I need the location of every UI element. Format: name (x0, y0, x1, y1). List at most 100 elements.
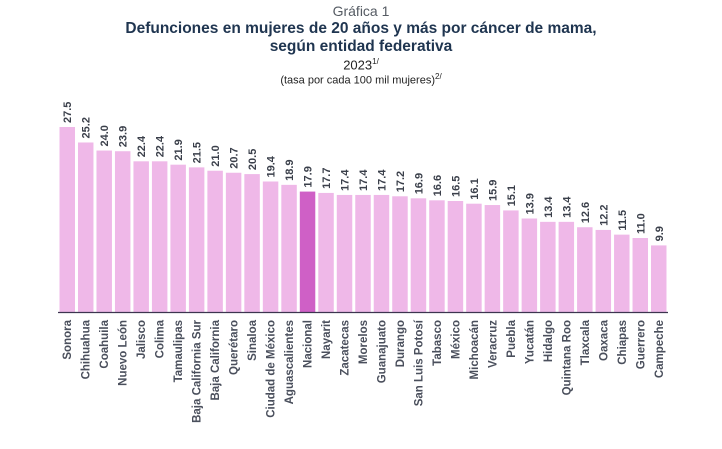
value-label-yucatan: 13.9 (524, 193, 536, 214)
bars-group (59, 127, 667, 312)
value-labels-group: 27.5 25.2 24.0 23.9 22.4 22.4 21.9 21.5 21.0 20.7… (62, 102, 666, 242)
bar-aguascalientes (281, 184, 297, 312)
bar-mexico (447, 201, 464, 312)
category-label-yucatan: Yucatán (524, 320, 536, 364)
value-label-michoacan: 16.1 (469, 178, 481, 199)
value-label-veracruz: 15.9 (487, 180, 499, 201)
bar-jalisco (133, 161, 149, 312)
bar-quintana-roo (558, 221, 575, 312)
value-label-aguascalientes: 18.9 (284, 159, 296, 180)
value-label-coahuila: 24.0 (99, 125, 111, 146)
bar-zacatecas (336, 194, 353, 312)
category-label-san-luis-potosi: San Luis Potosí (413, 319, 425, 406)
value-label-tlaxcala: 12.6 (580, 202, 592, 223)
bar-chihuahua (77, 142, 94, 312)
value-label-mexico: 16.5 (450, 176, 462, 197)
value-label-baja-california-sur: 21.5 (192, 142, 204, 163)
year-text: 2023 (343, 57, 373, 73)
bar-hidalgo (540, 221, 556, 312)
bar-guerrero (632, 238, 649, 312)
bar-oaxaca (595, 229, 612, 312)
category-label-guanajuato: Guanajuato (376, 320, 388, 383)
bar-colima (151, 161, 168, 312)
bar-ciudad-de-mexico (262, 181, 279, 312)
category-label-quintana-roo: Quintana Roo (561, 320, 573, 395)
category-label-hidalgo: Hidalgo (543, 320, 555, 362)
category-label-morelos: Morelos (358, 320, 370, 364)
value-label-sonora: 27.5 (62, 102, 74, 123)
bar-tabasco (429, 200, 445, 312)
category-label-queretaro: Querétaro (229, 320, 241, 375)
category-label-aguascalientes: Aguascalientes (284, 320, 296, 404)
unit-footnote: 2/ (435, 72, 442, 81)
category-label-campeche: Campeche (654, 320, 666, 378)
category-label-sinaloa: Sinaloa (247, 319, 259, 361)
category-label-puebla: Puebla (506, 319, 518, 357)
category-label-nayarit: Nayarit (321, 320, 333, 359)
category-label-chihuahua: Chihuahua (81, 319, 93, 379)
bar-tlaxcala (577, 227, 593, 312)
category-label-baja-california-sur: Baja California Sur (192, 319, 204, 422)
value-label-guerrero: 11.0 (635, 213, 647, 234)
value-label-guanajuato: 17.4 (376, 169, 388, 191)
category-label-zacatecas: Zacatecas (340, 320, 352, 376)
category-label-tabasco: Tabasco (432, 320, 444, 366)
value-label-queretaro: 20.7 (229, 147, 241, 168)
category-label-tlaxcala: Tlaxcala (580, 319, 592, 365)
bar-baja-california (207, 170, 223, 312)
value-label-campeche: 9.9 (654, 226, 666, 241)
bar-queretaro (225, 172, 242, 312)
value-label-nuevo-leon: 23.9 (118, 126, 130, 147)
value-label-colima: 22.4 (155, 135, 167, 157)
category-label-sonora: Sonora (62, 319, 74, 359)
bar-campeche (651, 245, 667, 312)
value-label-sinaloa: 20.5 (247, 149, 259, 170)
value-label-nayarit: 17.7 (321, 168, 333, 189)
bar-veracruz (484, 205, 501, 312)
bar-nuevo-leon (114, 151, 131, 312)
category-label-coahuila: Coahuila (99, 319, 111, 368)
category-label-nuevo-leon: Nuevo León (118, 320, 130, 386)
chart-unit: (tasa por cada 100 mil mujeres)2/ (0, 72, 722, 87)
category-label-michoacan: Michoacán (469, 320, 481, 379)
value-label-morelos: 17.4 (358, 169, 370, 191)
bar-sinaloa (244, 174, 260, 312)
chart-year: 20231/ (0, 57, 722, 72)
value-label-tamaulipas: 21.9 (173, 139, 185, 160)
category-label-nacional: Nacional (303, 320, 315, 368)
bar-san-luis-potosi (410, 198, 427, 312)
unit-text: (tasa por cada 100 mil mujeres) (280, 74, 435, 87)
value-label-ciudad-de-mexico: 19.4 (266, 155, 278, 177)
bar-tamaulipas (170, 164, 186, 312)
bar-baja-california-sur (188, 167, 205, 312)
value-label-jalisco: 22.4 (136, 135, 148, 157)
category-label-jalisco: Jalisco (136, 320, 148, 359)
chart-title: Defunciones en mujeres de 20 años y más … (0, 20, 722, 56)
category-labels-group: Sonora Chihuahua Coahuila Nuevo León Jalisco… (62, 319, 666, 423)
value-label-durango: 17.2 (395, 171, 407, 192)
category-label-oaxaca: Oaxaca (598, 319, 610, 361)
bar-guanajuato (373, 194, 390, 312)
value-label-zacatecas: 17.4 (340, 169, 352, 191)
value-label-chihuahua: 25.2 (81, 117, 93, 138)
value-label-san-luis-potosi: 16.9 (413, 173, 425, 194)
category-label-guerrero: Guerrero (635, 320, 647, 369)
category-label-durango: Durango (395, 320, 407, 367)
value-label-oaxaca: 12.2 (598, 205, 610, 226)
value-label-puebla: 15.1 (506, 185, 518, 206)
value-label-quintana-roo: 13.4 (561, 196, 573, 218)
category-label-ciudad-de-mexico: Ciudad de México (266, 320, 278, 418)
value-label-hidalgo: 13.4 (543, 196, 555, 218)
category-label-tamaulipas: Tamaulipas (173, 320, 185, 382)
bar-puebla (503, 210, 519, 312)
value-label-nacional: 17.9 (303, 166, 315, 187)
year-footnote: 1/ (372, 57, 379, 66)
bar-durango (392, 196, 408, 312)
bar-yucatan (521, 218, 538, 312)
category-label-colima: Colima (155, 319, 167, 358)
bar-michoacan (466, 203, 482, 312)
bar-nayarit (318, 192, 334, 312)
chart-kicker: Gráfica 1 (332, 3, 390, 19)
bar-morelos (355, 194, 371, 312)
